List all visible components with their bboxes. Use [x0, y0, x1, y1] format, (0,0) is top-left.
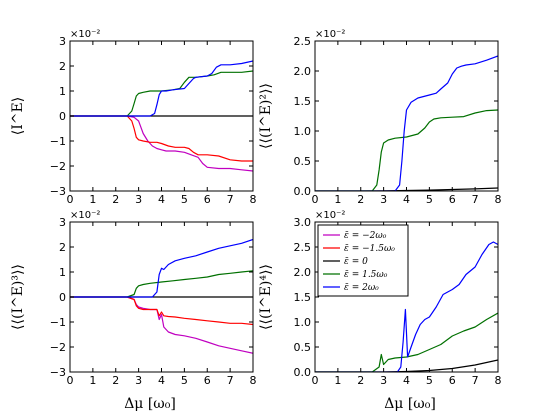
y-tick-label: −3	[50, 366, 66, 379]
x-tick-label: 4	[403, 374, 410, 387]
legend: ε̄ = −2ω₀ ε̄ = −1.5ω₀ ε̄ = 0 ε̄ = 1.5ω₀ ε̄ =…	[317, 224, 409, 297]
x-tick-label: 4	[403, 193, 410, 206]
y-tick-label: −1	[50, 135, 66, 148]
y-tick-label: 1	[59, 266, 66, 279]
x-tick-label: 2	[357, 193, 364, 206]
x-tick-label: 7	[227, 374, 234, 387]
x-tick-label: 2	[112, 193, 119, 206]
x-tick-label: 1	[89, 374, 96, 387]
y-tick-label: 0.0	[294, 366, 312, 379]
series-line-2	[315, 109, 498, 191]
y-tick-label: 3	[59, 35, 66, 48]
x-tick-label: 2	[112, 374, 119, 387]
x-tick-label: 2	[357, 374, 364, 387]
y-tick-label: −3	[50, 185, 66, 198]
x-tick-label: 8	[250, 193, 257, 206]
y-tick-label: 1.5	[294, 291, 312, 304]
series-line-2	[70, 296, 253, 326]
y-tick-label: 2	[59, 60, 66, 73]
x-tick-label: 3	[380, 374, 387, 387]
y-tick-label: 2.5	[294, 35, 312, 48]
legend-entry-label: ε̄ = 0	[344, 257, 368, 267]
axis-multiplier: ×10⁻²	[315, 29, 345, 40]
legend-entry-label: ε̄ = −2ω₀	[344, 231, 387, 241]
y-tick-label: 0.0	[294, 185, 312, 198]
series-line-2	[70, 115, 253, 162]
x-tick-label: 0	[312, 193, 319, 206]
x-tick-label: 3	[135, 374, 142, 387]
series-line-5	[70, 60, 253, 117]
y-tick-label: 3.0	[294, 216, 312, 229]
y-tick-label: 1	[59, 85, 66, 98]
y-tick-label: 2.5	[294, 241, 312, 254]
x-tick-label: 3	[135, 193, 142, 206]
y-tick-label: 1.0	[294, 125, 312, 138]
axis-multiplier: ×10⁻²	[315, 210, 345, 221]
y-axis-label: ⟨⟨(I^E)⁴⟩⟩	[258, 264, 274, 330]
y-tick-label: 2.0	[294, 65, 312, 78]
y-tick-label: 2.0	[294, 266, 312, 279]
x-tick-label: 1	[89, 193, 96, 206]
y-tick-label: 1.5	[294, 95, 312, 108]
y-tick-label: 0.5	[294, 341, 312, 354]
y-axis-label: ⟨I^E⟩	[10, 97, 26, 135]
x-tick-label: 8	[495, 193, 502, 206]
x-tick-label: 3	[380, 193, 387, 206]
y-tick-label: 0	[59, 110, 66, 123]
legend-entry-label: ε̄ = 1.5ω₀	[344, 270, 388, 280]
x-tick-label: 8	[250, 374, 257, 387]
y-tick-label: −2	[50, 160, 66, 173]
series-line-4	[70, 270, 253, 298]
x-tick-label: 6	[204, 374, 211, 387]
x-tick-label: 7	[472, 374, 479, 387]
y-tick-label: −1	[50, 316, 66, 329]
x-tick-label: 7	[472, 193, 479, 206]
x-tick-label: 6	[449, 374, 456, 387]
y-tick-label: 3	[59, 216, 66, 229]
x-tick-label: 6	[449, 193, 456, 206]
axes-frame	[314, 40, 499, 192]
x-tick-label: 5	[181, 193, 188, 206]
series-line-1	[70, 296, 253, 354]
y-tick-label: 0.5	[294, 155, 312, 168]
x-tick-label: 8	[495, 374, 502, 387]
series-line-2	[315, 312, 498, 372]
series-line-1	[70, 115, 253, 172]
panels: 0 1 2 3 4 5 6 7 8 −3 −2 −1 0 1 2 3 ×10⁻² ⟨I^E⟩ 0 1 2 3 4 5 6 7 8 0.…	[10, 29, 502, 387]
series-line-3	[315, 55, 498, 191]
y-axis-label: ⟨⟨(I^E)²⟩⟩	[258, 83, 274, 149]
axis-multiplier: ×10⁻²	[70, 29, 100, 40]
x-tick-label: 5	[426, 374, 433, 387]
y-tick-label: 1.0	[294, 316, 312, 329]
x-tick-label: 0	[67, 193, 74, 206]
x-axis-label-right: Δμ [ω₀]	[384, 396, 436, 412]
x-tick-label: 1	[334, 374, 341, 387]
chart-panel-3: 0 1 2 3 4 5 6 7 8 −3 −2 −1 0 1 2 3 ×10⁻² ⟨⟨(I^E)³⟩⟩	[10, 210, 257, 387]
axis-multiplier: ×10⁻²	[70, 210, 100, 221]
series-line-3	[315, 241, 498, 372]
series-line-5	[70, 238, 253, 298]
x-tick-label: 7	[227, 193, 234, 206]
y-tick-label: 2	[59, 241, 66, 254]
x-tick-label: 1	[334, 193, 341, 206]
y-tick-label: 0	[59, 291, 66, 304]
chart-panel-2: 0 1 2 3 4 5 6 7 8 0.0 0.5 1.0 1.5 2.0 2.5×10⁻² ⟨⟨(I^E)²…	[258, 29, 502, 206]
x-tick-label: 6	[204, 193, 211, 206]
legend-entry-label: ε̄ = −1.5ω₀	[344, 244, 395, 254]
y-axis-label: ⟨⟨(I^E)³⟩⟩	[10, 264, 26, 330]
x-tick-label: 4	[158, 193, 165, 206]
x-tick-label: 0	[67, 374, 74, 387]
y-tick-label: −2	[50, 341, 66, 354]
chart-panel-1: 0 1 2 3 4 5 6 7 8 −3 −2 −1 0 1 2 3 ×10⁻² ⟨I^E⟩	[10, 29, 257, 206]
legend-entry-label: ε̄ = 2ω₀	[344, 283, 379, 293]
x-tick-label: 4	[158, 374, 165, 387]
x-tick-label: 5	[181, 374, 188, 387]
chart-panel-4: 0 1 2 3 4 5 6 7 8 0.0 0.5 1.0 1.5 2.0 2.5 3.0×10⁻² ⟨⟨(I^…	[258, 210, 502, 387]
x-axis-label-left: Δμ [ω₀]	[124, 396, 176, 412]
series-line-4	[70, 70, 253, 117]
x-tick-label: 0	[312, 374, 319, 387]
x-tick-label: 5	[426, 193, 433, 206]
